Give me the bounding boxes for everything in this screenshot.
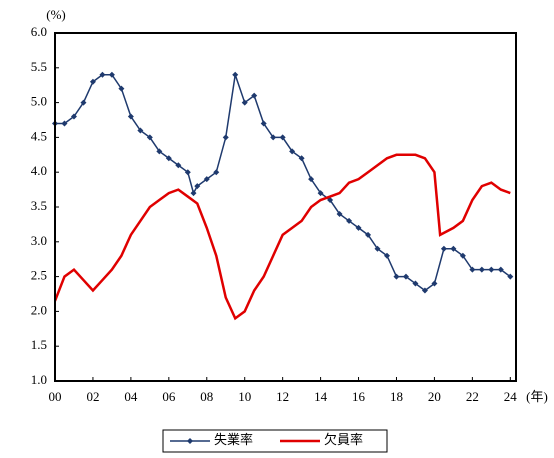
point (317, 190, 324, 197)
point (355, 224, 362, 231)
legend: 失業率 欠員率 (162, 429, 388, 453)
point (497, 266, 504, 273)
point (184, 169, 191, 176)
x-tick-label: 12 (276, 389, 289, 404)
point (260, 120, 267, 127)
point (507, 273, 514, 280)
point (440, 245, 447, 252)
point (232, 71, 239, 78)
y-tick-label: 3.5 (31, 198, 47, 213)
point (203, 176, 210, 183)
x-tick-label: 24 (504, 389, 518, 404)
point (298, 155, 305, 162)
point (213, 169, 220, 176)
plot-frame (54, 32, 517, 382)
y-tick-label: 3.0 (31, 233, 47, 248)
y-tick-label: 2.5 (31, 268, 47, 283)
point (431, 280, 438, 287)
point (190, 190, 197, 197)
point (365, 231, 372, 238)
point (165, 155, 172, 162)
point (241, 99, 248, 106)
y-tick-label: 6.0 (31, 24, 47, 39)
x-tick-label: 08 (200, 389, 213, 404)
x-unit-label: (年) (526, 389, 548, 404)
y-tick-label: 1.0 (31, 372, 47, 387)
legend-label: 欠員率 (324, 432, 363, 447)
point (175, 162, 182, 169)
point (488, 266, 495, 273)
point (99, 71, 106, 78)
point (393, 273, 400, 280)
point (108, 71, 115, 78)
point (194, 183, 201, 190)
point (374, 245, 381, 252)
point (478, 266, 485, 273)
point (118, 85, 125, 92)
y-tick-label: 5.5 (31, 59, 47, 74)
x-tick-label: 00 (49, 389, 62, 404)
point (61, 120, 68, 127)
point (156, 148, 163, 155)
point (89, 78, 96, 85)
point (459, 252, 466, 259)
y-unit-label: (%) (46, 7, 66, 22)
point (80, 99, 87, 106)
legend-marker (187, 438, 193, 444)
x-tick-label: 04 (124, 389, 138, 404)
point (70, 113, 77, 120)
y-tick-label: 4.5 (31, 128, 47, 143)
point (137, 127, 144, 134)
x-tick-label: 18 (390, 389, 403, 404)
x-tick-label: 10 (238, 389, 251, 404)
point (127, 113, 134, 120)
legend-label: 失業率 (214, 432, 253, 447)
point (270, 134, 277, 141)
point (279, 134, 286, 141)
point (346, 217, 353, 224)
point (450, 245, 457, 252)
point (402, 273, 409, 280)
y-tick-label: 1.5 (31, 337, 47, 352)
point (469, 266, 476, 273)
point (412, 280, 419, 287)
x-tick-label: 06 (162, 389, 176, 404)
point (289, 148, 296, 155)
legend-box (162, 429, 388, 453)
point (308, 176, 315, 183)
y-tick-label: 2.0 (31, 302, 47, 317)
point (251, 92, 258, 99)
point (336, 210, 343, 217)
point (421, 287, 428, 294)
x-tick-label: 14 (314, 389, 328, 404)
y-tick-label: 5.0 (31, 94, 47, 109)
x-tick-label: 22 (466, 389, 479, 404)
point (327, 197, 334, 204)
series-line (55, 74, 511, 292)
point (383, 252, 390, 259)
y-tick-label: 4.0 (31, 163, 47, 178)
series-line (55, 153, 511, 321)
x-tick-label: 02 (86, 389, 99, 404)
point (222, 134, 229, 141)
point (146, 134, 153, 141)
x-tick-label: 20 (428, 389, 441, 404)
x-tick-label: 16 (352, 389, 366, 404)
